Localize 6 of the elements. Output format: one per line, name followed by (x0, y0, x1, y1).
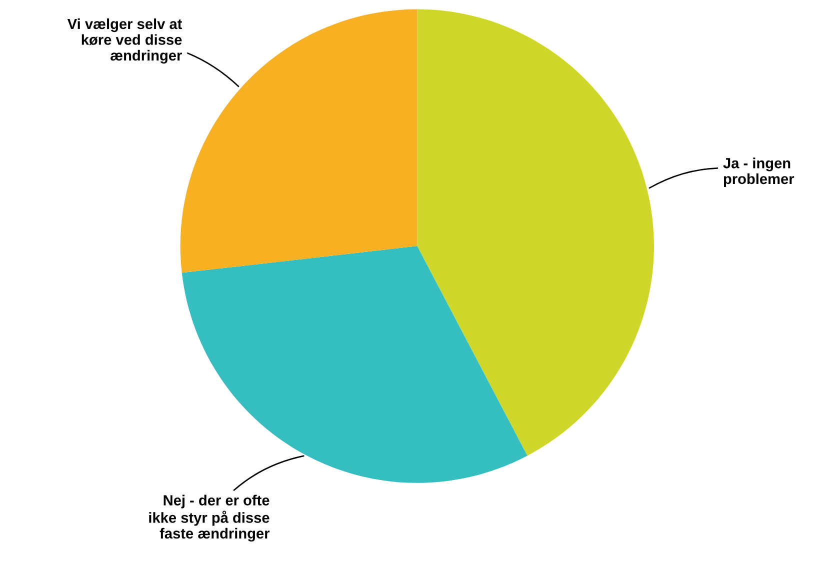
slice-label: Nej - der er ofte ikke styr på disse faste ændringer (149, 494, 270, 542)
slice-label: Vi vælger selv at køre ved disse ændringer (67, 18, 182, 64)
pie-slice (417, 9, 654, 456)
pie-slice (182, 246, 528, 483)
pie-slice (180, 9, 418, 273)
slice-label: Ja - ingen problemer (723, 158, 794, 187)
